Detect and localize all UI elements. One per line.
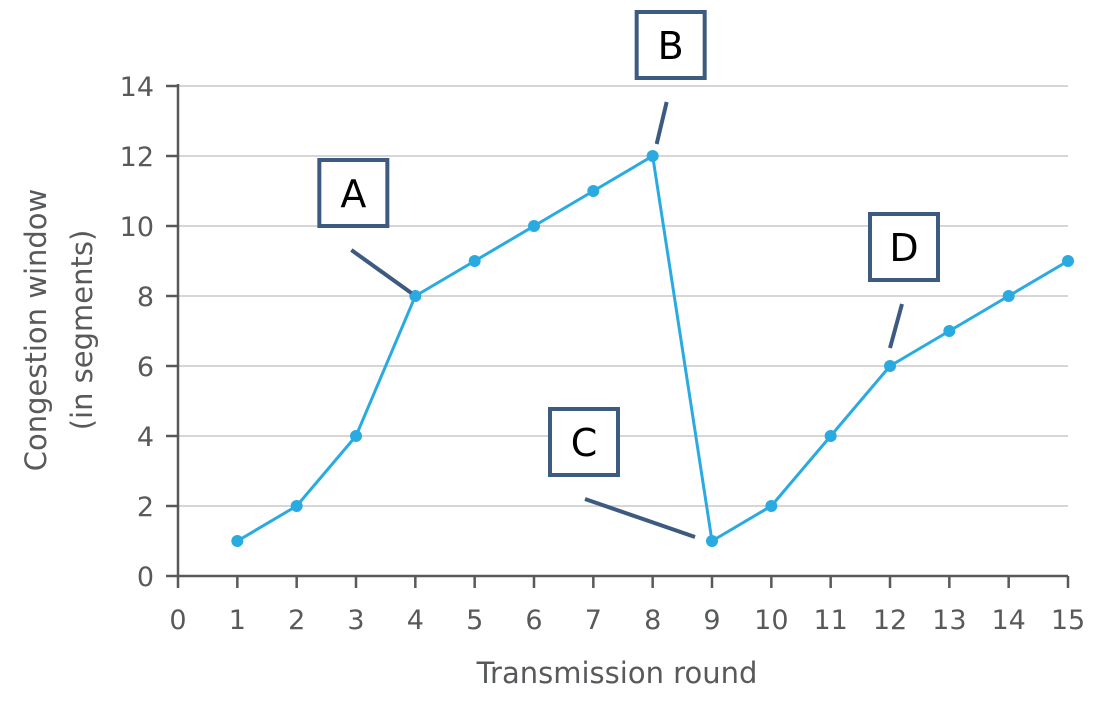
data-point — [646, 150, 659, 162]
x-tick-label: 11 — [813, 605, 847, 636]
data-point — [884, 360, 896, 372]
callouts: A B C D — [317, 10, 940, 539]
callout-a-leader — [350, 248, 413, 295]
data-point — [290, 500, 303, 512]
data-point — [706, 535, 718, 547]
x-tick-label: 13 — [932, 605, 966, 636]
y-tick-label: 2 — [137, 492, 154, 523]
callout-d-label: D — [889, 226, 918, 270]
callout-d-leader — [888, 303, 904, 349]
series — [231, 150, 1074, 547]
callout-a-box — [317, 158, 390, 228]
callout-d-box — [868, 212, 940, 282]
y-tick-label: 0 — [137, 562, 154, 593]
x-tick-label: 8 — [644, 605, 661, 636]
x-tick-label: 9 — [703, 605, 720, 636]
y-tick-label: 4 — [137, 422, 154, 453]
x-tick-label: 0 — [169, 605, 186, 636]
grid — [178, 85, 1068, 507]
x-tick-label: 10 — [754, 605, 788, 636]
data-point — [409, 290, 422, 302]
data-point — [350, 430, 362, 442]
x-tick-label: 6 — [525, 605, 542, 636]
y-axis-title-line-1: Congestion window — [19, 189, 53, 472]
callout-b-box — [634, 10, 707, 80]
y-tick-label: 6 — [137, 352, 154, 383]
y-tick-label: 10 — [120, 212, 154, 243]
x-tick-label: 4 — [407, 605, 424, 636]
data-point — [1062, 255, 1074, 267]
x-tick-label: 2 — [288, 605, 305, 636]
x-tick-label: 3 — [347, 605, 364, 636]
x-tick-label: 14 — [991, 605, 1025, 636]
data-point — [587, 185, 600, 197]
callout-b-leader — [654, 101, 669, 145]
x-axis-title: Transmission round — [476, 656, 758, 690]
y-tick-label: 12 — [120, 142, 154, 173]
callout-c-leader — [584, 497, 696, 539]
y-tick-label: 14 — [120, 72, 154, 103]
x-tick-label: 12 — [873, 605, 907, 636]
callout-c-label: C — [571, 421, 598, 465]
y-tick-label: 8 — [137, 282, 154, 313]
callout-c-box — [548, 407, 620, 477]
data-point — [528, 220, 540, 232]
data-point — [1002, 290, 1015, 302]
x-tick-label: 1 — [229, 605, 246, 636]
data-point — [231, 535, 244, 547]
data-point — [824, 430, 837, 442]
data-point — [765, 500, 778, 512]
x-tick-label: 5 — [466, 605, 483, 636]
y-axis-title-line-2: (in segments) — [65, 230, 99, 431]
x-tick-label: 7 — [585, 605, 602, 636]
data-point — [468, 255, 481, 267]
data-point — [943, 325, 956, 337]
x-tick-label: 15 — [1051, 605, 1085, 636]
callout-b-label: B — [658, 24, 684, 68]
callout-a-label: A — [340, 172, 366, 216]
